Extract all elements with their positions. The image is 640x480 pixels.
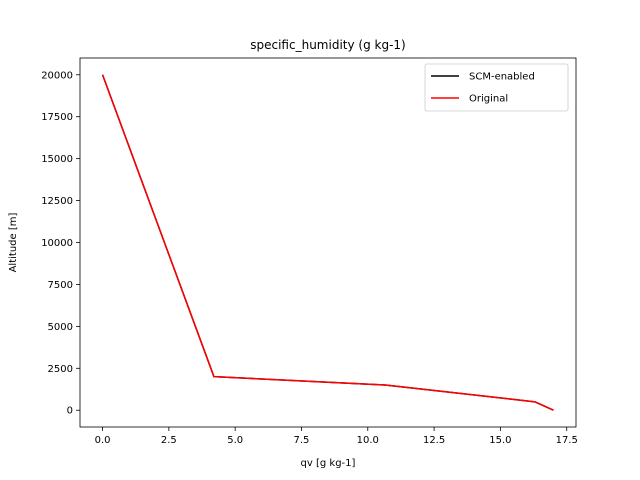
series-line-0 — [101, 74, 554, 411]
y-tick-label: 20000 — [41, 70, 73, 81]
legend-box — [424, 63, 569, 112]
y-tick-label: 5000 — [48, 322, 73, 333]
chart-title: specific_humidity (g kg-1) — [250, 38, 405, 52]
y-tick-label: 2500 — [48, 364, 73, 375]
plot-frame — [79, 57, 577, 428]
y-tick-label: 0 — [67, 406, 73, 417]
x-axis-label: qv [g kg-1] — [301, 458, 356, 469]
x-tick-label: 5.0 — [227, 435, 243, 446]
x-tick-label: 15.0 — [489, 435, 511, 446]
legend: SCM-enabled Original — [424, 63, 569, 112]
x-axis: 0.0 2.5 5.0 7.5 10.0 12.5 15.0 17.5 — [95, 427, 578, 446]
y-tick-label: 12500 — [41, 196, 73, 207]
legend-label: SCM-enabled — [469, 72, 535, 83]
y-tick-label: 7500 — [48, 280, 73, 291]
y-axis: 0 2500 5000 7500 10000 12500 15000 17500 20000 — [41, 70, 80, 417]
y-axis-label: Altitude [m] — [8, 213, 19, 273]
legend-label: Original — [469, 94, 508, 105]
x-tick-label: 2.5 — [161, 435, 177, 446]
x-tick-label: 0.0 — [95, 435, 111, 446]
x-tick-label: 7.5 — [294, 435, 310, 446]
x-tick-label: 10.0 — [357, 435, 379, 446]
y-tick-label: 17500 — [41, 112, 73, 123]
y-tick-label: 15000 — [41, 154, 73, 165]
x-tick-label: 12.5 — [423, 435, 445, 446]
series-line-1 — [101, 74, 554, 411]
plot-lines — [101, 74, 554, 411]
y-tick-label: 10000 — [41, 238, 73, 249]
x-tick-label: 17.5 — [556, 435, 578, 446]
